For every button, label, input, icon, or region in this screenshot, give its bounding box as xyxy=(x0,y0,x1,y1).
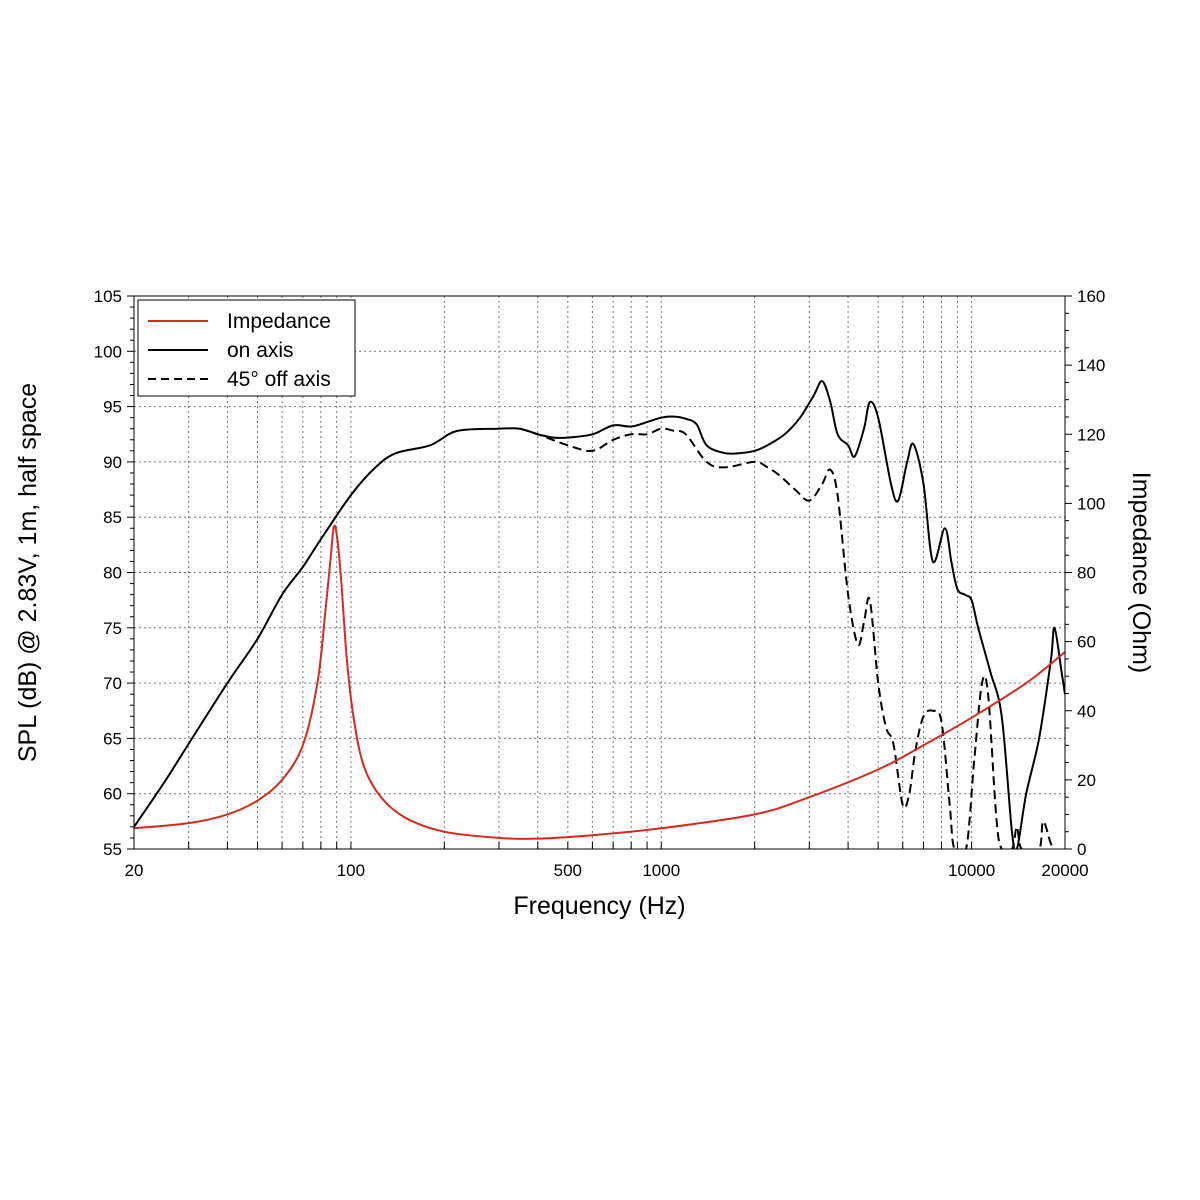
series-line-45-off-axis xyxy=(519,427,1056,849)
y2-tick-label: 60 xyxy=(1077,633,1096,652)
legend: Impedance on axis 45° off axis xyxy=(137,299,356,397)
y-tick-label: 95 xyxy=(103,398,122,417)
x-tick-label: 500 xyxy=(554,861,582,880)
x-tick-label: 20 xyxy=(125,861,144,880)
y-tick-label: 105 xyxy=(94,287,122,306)
y-tick-label: 90 xyxy=(103,453,122,472)
tick-marks xyxy=(127,295,1072,850)
legend-label-off-axis: 45° off axis xyxy=(227,368,331,391)
series-layer xyxy=(134,380,1065,849)
legend-label-on-axis: on axis xyxy=(227,339,294,362)
series-line-on-axis xyxy=(134,380,1065,849)
grid xyxy=(134,296,1065,849)
x-tick-label: 1000 xyxy=(642,861,680,880)
y2-tick-label: 20 xyxy=(1077,771,1096,790)
y2-tick-label: 40 xyxy=(1077,702,1096,721)
x-tick-label: 10000 xyxy=(948,861,995,880)
y2-axis-title: Impedance (Ohm) xyxy=(1127,472,1155,673)
y2-tick-label: 160 xyxy=(1077,287,1105,306)
y-tick-label: 60 xyxy=(103,785,122,804)
y2-tick-label: 140 xyxy=(1077,356,1105,375)
y-tick-label: 55 xyxy=(103,840,122,859)
y-tick-label: 80 xyxy=(103,564,122,583)
legend-label-impedance: Impedance xyxy=(227,310,331,333)
y-tick-label: 70 xyxy=(103,674,122,693)
y-tick-label: 75 xyxy=(103,619,122,638)
y-tick-label: 85 xyxy=(103,508,122,527)
y2-tick-label: 100 xyxy=(1077,494,1105,513)
x-tick-label: 20000 xyxy=(1041,861,1088,880)
x-tick-label: 100 xyxy=(337,861,365,880)
y2-tick-label: 120 xyxy=(1077,425,1105,444)
y-axis-title: SPL (dB) @ 2.83V, 1m, half space xyxy=(14,383,42,762)
tick-labels: 20 100 500 1000 10000 20000556065707580859095… xyxy=(94,287,1106,880)
x-axis-title: Frequency (Hz) xyxy=(513,892,685,920)
series-line-impedance xyxy=(134,524,1065,840)
y2-tick-label: 80 xyxy=(1077,564,1096,583)
y-tick-label: 100 xyxy=(94,342,122,361)
y-tick-label: 65 xyxy=(103,729,122,748)
y2-tick-label: 0 xyxy=(1077,840,1086,859)
